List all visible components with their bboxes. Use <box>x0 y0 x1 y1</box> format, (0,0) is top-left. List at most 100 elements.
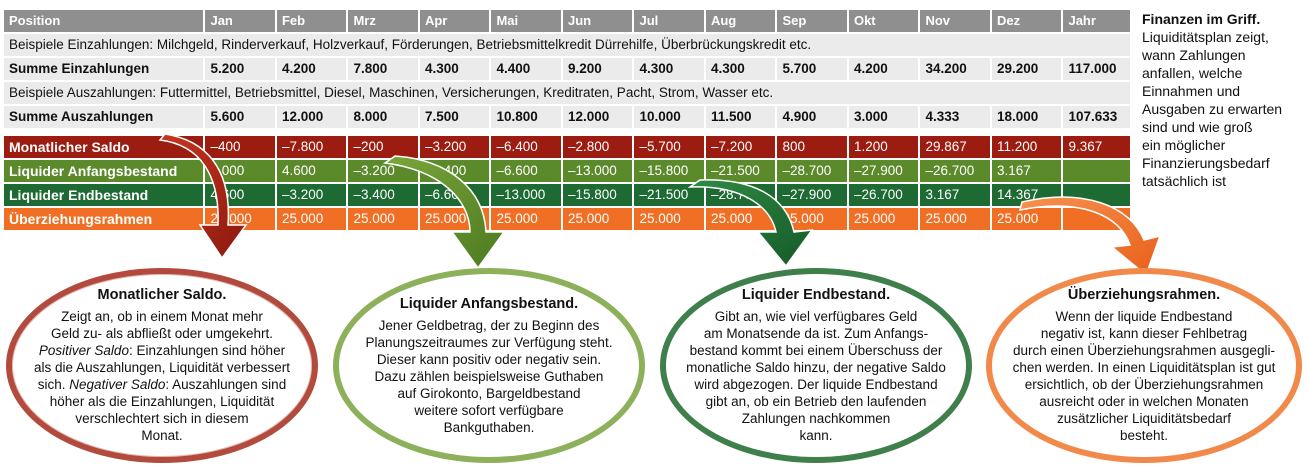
explain-line: Dieser kann positiv oder negativ sein. <box>376 351 602 367</box>
table-cell: –3.200 <box>277 184 349 206</box>
header-cell: Sep <box>777 10 849 32</box>
table-cell: 3.167 <box>992 160 1064 182</box>
table-cell: 14.367 <box>992 184 1064 206</box>
table-cell: 25.000 <box>992 208 1064 230</box>
table-cell: –28.700 <box>706 184 778 206</box>
explain-line: am Monatsende da ist. Zum Anfangs- <box>703 326 929 341</box>
table-cell: –27.900 <box>777 184 849 206</box>
table-cell: –6.600 <box>420 184 492 206</box>
explain-line: negativ ist, kann dieser Fehlbetrag <box>1040 326 1248 341</box>
table-cell: 25.000 <box>420 208 492 230</box>
explain-line: Zahlungen nachkommen <box>741 411 891 426</box>
header-cell: Jan <box>205 10 277 32</box>
table-cell: 25.000 <box>205 208 277 230</box>
table-cell: 3.000 <box>849 106 921 128</box>
row-label: Summe Auszahlungen <box>4 106 206 128</box>
table-cell: 4.200 <box>277 58 349 80</box>
header-cell: Dez <box>992 10 1064 32</box>
table-cell: 25.000 <box>563 208 635 230</box>
table-cell: 25.000 <box>634 208 706 230</box>
table-cell: 7.800 <box>348 58 420 80</box>
header-cell: Aug <box>706 10 778 32</box>
expense-examples-text: Beispiele Auszahlungen: Futtermittel, Be… <box>9 85 774 100</box>
table-cell: 3.167 <box>920 184 992 206</box>
table-cell: 7.500 <box>420 106 492 128</box>
table-cell: 11.500 <box>706 106 778 128</box>
table-cell: –6.600 <box>491 160 563 182</box>
sidebar-line: Finanzierungsbedarf <box>1142 155 1270 171</box>
row-label: Summe Einzahlungen <box>4 58 206 80</box>
table-cell: –3.400 <box>348 184 420 206</box>
table-cell: 107.633 <box>1068 109 1118 124</box>
table-cell: 4.300 <box>634 58 706 80</box>
table-cell: –15.800 <box>634 160 706 182</box>
explain-line: als die Auszahlungen, Liquidität verbess… <box>34 360 290 375</box>
explain-line: Positiver Saldo: Einzahlungen sind höher <box>39 342 285 359</box>
explain-line: besteht. <box>1119 428 1169 443</box>
table-cell: –5.700 <box>634 136 706 158</box>
table-cell: 4.400 <box>491 58 563 80</box>
explain-line: Planungszeitraumes zur Verfügung steht. <box>365 334 613 350</box>
explain-line: sich. Negativer Saldo: Auszahlungen sind <box>38 376 286 393</box>
table-cell: –7.200 <box>706 136 778 158</box>
table-cell: 9.367 <box>1068 139 1103 154</box>
explain-em: Positiver Saldo <box>38 343 129 358</box>
explain-line: monatliche Saldo hinzu, der negative Sal… <box>686 360 946 375</box>
table-cell: 5.600 <box>205 106 277 128</box>
income-examples-row: Beispiele Einzahlungen: Milchgeld, Rinde… <box>4 34 1130 56</box>
explain-line: Gibt an, wie viel verfügbares Geld <box>714 309 918 324</box>
table-cell: 25.000 <box>348 208 420 230</box>
table-cell: 25.000 <box>706 208 778 230</box>
explain-ueberziehung-title: Überziehungsrahmen. <box>1067 287 1221 303</box>
table-cell: 117.000 <box>1068 61 1117 76</box>
explain-line: höher als die Einzahlungen, Liquidität <box>49 394 275 409</box>
table-cell: 4.900 <box>777 106 849 128</box>
table-cell: 5.000 <box>205 160 277 182</box>
header-cell: Nov <box>920 10 992 32</box>
table-cell: 29.867 <box>920 136 992 158</box>
table-cell: 25.000 <box>849 208 921 230</box>
table-cell: –21.500 <box>706 160 778 182</box>
table-cell: –13.000 <box>563 160 635 182</box>
explain-text: sich. <box>37 377 70 392</box>
income-examples-text: Beispiele Einzahlungen: Milchgeld, Rinde… <box>9 37 812 52</box>
table-cell: –3.400 <box>420 160 492 182</box>
table-cell: 25.000 <box>777 208 849 230</box>
explain-line: chen werden. In einen Liquiditätsplan is… <box>1012 360 1276 375</box>
table-header-row: Position Jan Feb Mrz Apr Mai Jun Jul Aug… <box>4 10 1130 32</box>
explain-line: durch einen Überziehungsrahmen ausgegli- <box>1013 343 1275 358</box>
table-cell: –400 <box>205 136 277 158</box>
table-cell: 10.000 <box>634 106 706 128</box>
explain-anfang-bubble: Liquider Anfangsbestand. Jener Geldbetra… <box>333 268 645 463</box>
table-cell: –7.800 <box>277 136 349 158</box>
table-cell: 12.000 <box>277 106 349 128</box>
table-cell: 25.000 <box>277 208 349 230</box>
header-cell: Okt <box>849 10 921 32</box>
table-cell: –6.400 <box>491 136 563 158</box>
explain-ueberziehung-bubble: Überziehungsrahmen. Wenn der liquide End… <box>986 268 1302 463</box>
explain-line: weitere sofort verfügbare <box>414 402 564 418</box>
explain-anfang-title: Liquider Anfangsbestand. <box>399 295 579 312</box>
explain-em: Negativer Saldo <box>69 377 166 392</box>
table-cell: –27.900 <box>849 160 921 182</box>
explain-ende-bubble: Liquider Endbestand. Gibt an, wie viel v… <box>660 268 972 463</box>
table-cell: 5.700 <box>777 58 849 80</box>
header-cell: Mai <box>491 10 563 32</box>
table-cell <box>1063 184 1130 206</box>
table-cell: 25.000 <box>920 208 992 230</box>
row-label: Überziehungsrahmen <box>4 208 206 230</box>
table-cell: 800 <box>777 136 849 158</box>
explain-line: ersichtlich, ob der Überziehungsrahmen <box>1024 377 1264 392</box>
explain-line: gibt an, ob ein Betrieb den laufenden <box>705 394 927 409</box>
explain-line: zusätzlicher Liquiditätsbedarf <box>1056 411 1232 426</box>
sidebar-note: Finanzen im Griff. Liquiditätsplan zeigt… <box>1142 10 1302 190</box>
explain-line: Monat. <box>141 428 183 443</box>
explain-line: Jener Geldbetrag, der zu Beginn des <box>378 317 600 333</box>
table-cell: 4.300 <box>420 58 492 80</box>
explain-line: bestand kommt bei einem Überschuss der <box>689 343 943 358</box>
table-cell: –26.700 <box>849 184 921 206</box>
income-sum-row: Summe Einzahlungen 5.200 4.200 7.800 4.3… <box>4 58 1130 80</box>
header-cell: Apr <box>420 10 492 32</box>
explain-line: Dazu zählen beispielsweise Guthaben <box>374 368 604 384</box>
explain-line: Wenn der liquide Endbestand <box>1055 309 1233 324</box>
